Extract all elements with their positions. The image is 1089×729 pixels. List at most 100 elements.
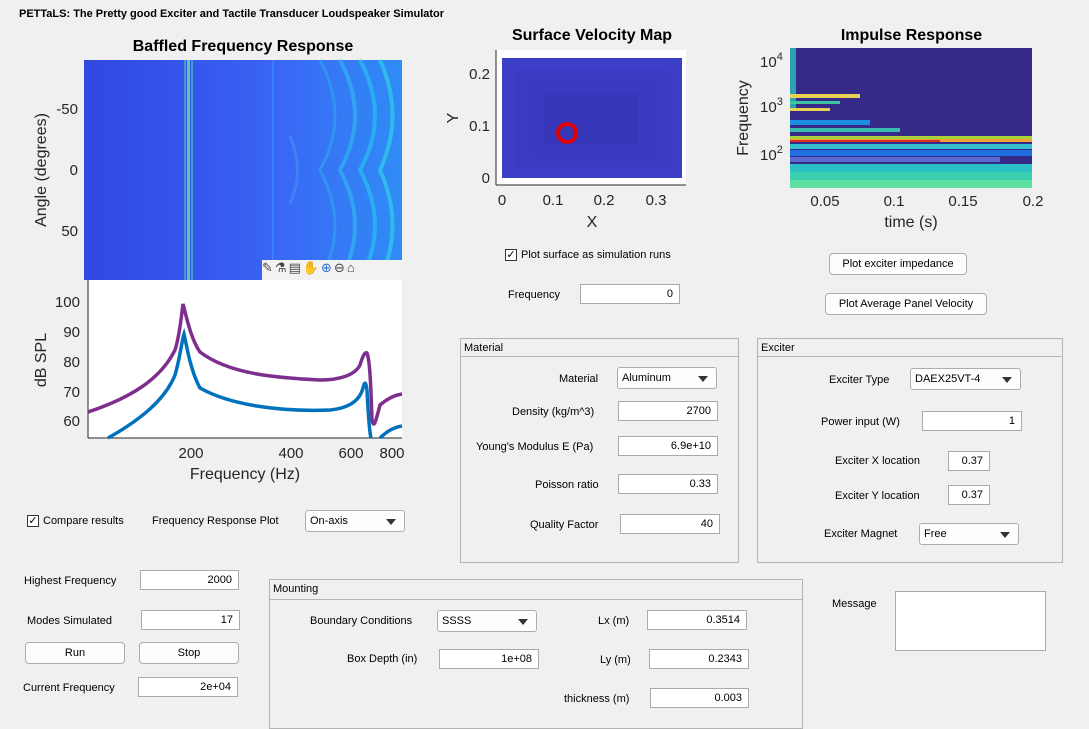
- impulse-ytick: 104: [760, 51, 783, 71]
- surface-plot-title: Surface Velocity Map: [511, 27, 673, 44]
- home-icon[interactable]: ⌂: [346, 260, 357, 275]
- message-label: Message: [832, 598, 877, 610]
- impulse-ytick: 102: [760, 144, 783, 164]
- chevron-down-icon: [518, 619, 528, 625]
- spl-ytick: 80: [63, 354, 80, 371]
- impulse-plot-title: Impulse Response: [840, 27, 983, 44]
- compare-results-label: Compare results: [43, 515, 124, 527]
- surface-velocity-plot[interactable]: 0.2 0.1 0 0 0.1 0.2 0.3 X Y: [440, 50, 700, 235]
- power-input-label: Power input (W): [821, 416, 900, 428]
- freq-response-plot-value: On-axis: [310, 515, 348, 527]
- youngs-modulus-field[interactable]: 6.9e+10: [618, 436, 718, 456]
- highest-frequency-field[interactable]: 2000: [140, 570, 239, 590]
- axes-toolbar: ✎⚗▤✋⊕⊖⌂: [262, 260, 402, 280]
- baffled-ytick: 50: [61, 223, 78, 240]
- density-field[interactable]: 2700: [618, 401, 718, 421]
- exciter-panel: Exciter: [757, 338, 1063, 563]
- surface-xtick: 0.2: [594, 192, 615, 209]
- baffled-plot-title: Baffled Frequency Response: [132, 38, 354, 55]
- baffled-heatmap[interactable]: -50 0 50 Angle (degrees): [20, 56, 410, 281]
- exciter-magnet-dropdown[interactable]: Free: [919, 523, 1019, 545]
- density-label: Density (kg/m^3): [512, 406, 595, 418]
- exciter-type-value: DAEX25VT-4: [915, 373, 981, 385]
- compare-results-checkbox[interactable]: ✓: [27, 515, 39, 527]
- impulse-xtick: 0.2: [1023, 193, 1044, 210]
- ly-label: Ly (m): [600, 654, 631, 666]
- surface-ytick: 0.1: [469, 118, 490, 135]
- exciter-y-label: Exciter Y location: [835, 490, 920, 502]
- surface-ylabel: Y: [445, 112, 462, 123]
- boundary-conditions-dropdown[interactable]: SSSS: [437, 610, 537, 632]
- poisson-ratio-label: Poisson ratio: [535, 479, 599, 491]
- spl-plot[interactable]: 100 90 80 70 60 200 400 600 800 Frequenc…: [20, 280, 415, 485]
- mounting-panel-title: Mounting: [273, 583, 319, 595]
- youngs-modulus-label: Young's Modulus E (Pa): [476, 441, 594, 453]
- stop-button[interactable]: Stop: [139, 642, 239, 664]
- freq-response-plot-label: Frequency Response Plot: [152, 515, 279, 527]
- zoom-in-icon[interactable]: ⊕: [321, 260, 334, 275]
- impulse-xtick: 0.05: [810, 193, 839, 210]
- plot-exciter-impedance-button[interactable]: Plot exciter impedance: [829, 253, 967, 275]
- pan-icon[interactable]: ✋: [302, 260, 322, 275]
- surface-xtick: 0.3: [646, 192, 667, 209]
- exciter-x-field[interactable]: 0.37: [948, 451, 990, 471]
- chevron-down-icon: [698, 376, 708, 382]
- boundary-conditions-label: Boundary Conditions: [310, 615, 413, 627]
- chevron-down-icon: [1000, 532, 1010, 538]
- frequency-field[interactable]: 0: [580, 284, 680, 304]
- spl-xtick: 800: [379, 445, 404, 462]
- material-panel-title: Material: [464, 342, 504, 354]
- exciter-y-field[interactable]: 0.37: [948, 485, 990, 505]
- save-icon[interactable]: ▤: [288, 260, 303, 275]
- material-label: Material: [559, 373, 599, 385]
- lx-field[interactable]: 0.3514: [647, 610, 747, 630]
- surface-xtick: 0.1: [543, 192, 564, 209]
- current-frequency-field[interactable]: 2e+04: [138, 677, 238, 697]
- impulse-xlabel: time (s): [884, 214, 937, 231]
- brush-icon[interactable]: ✎: [262, 260, 275, 275]
- run-button[interactable]: Run: [25, 642, 125, 664]
- ly-field[interactable]: 0.2343: [649, 649, 749, 669]
- box-depth-label: Box Depth (in): [347, 653, 418, 665]
- exciter-magnet-label: Exciter Magnet: [824, 528, 898, 540]
- spl-ytick: 70: [63, 384, 80, 401]
- modes-simulated-field[interactable]: 17: [141, 610, 240, 630]
- material-dropdown[interactable]: Aluminum: [617, 367, 717, 389]
- zoom-out-icon[interactable]: ⊖: [333, 260, 347, 275]
- current-frequency-label: Current Frequency: [23, 682, 115, 694]
- exciter-type-label: Exciter Type: [829, 374, 890, 386]
- spl-xtick: 600: [338, 445, 363, 462]
- quality-factor-field[interactable]: 40: [620, 514, 720, 534]
- message-box[interactable]: [895, 591, 1046, 651]
- box-depth-field[interactable]: 1e+08: [439, 649, 539, 669]
- poisson-ratio-field[interactable]: 0.33: [618, 474, 718, 494]
- thickness-field[interactable]: 0.003: [650, 688, 749, 708]
- surface-ytick: 0.2: [469, 66, 490, 83]
- boundary-conditions-value: SSSS: [442, 615, 472, 627]
- baffled-ytick: -50: [56, 101, 78, 118]
- material-panel: Material: [460, 338, 739, 563]
- impulse-xtick: 0.1: [884, 193, 905, 210]
- app-title: PETTaLS: The Pretty good Exciter and Tac…: [19, 8, 445, 20]
- impulse-response-plot[interactable]: 0.2 0.05 0.1 0.15 time (s) 104 103 102 F…: [728, 46, 1068, 236]
- plot-average-panel-velocity-button[interactable]: Plot Average Panel Velocity: [825, 293, 987, 315]
- plot-surface-checkbox[interactable]: ✓: [505, 249, 517, 261]
- exciter-marker: [556, 122, 578, 144]
- spl-xtick: 200: [178, 445, 203, 462]
- impulse-ylabel: Frequency: [735, 80, 752, 156]
- baffled-ytick: 0: [70, 162, 78, 179]
- exciter-type-dropdown[interactable]: DAEX25VT-4: [910, 368, 1021, 390]
- spl-ylabel: dB SPL: [33, 333, 50, 387]
- surface-xlabel: X: [587, 214, 598, 231]
- data-tip-icon[interactable]: ⚗: [274, 260, 289, 275]
- exciter-panel-title: Exciter: [761, 342, 795, 354]
- power-input-field[interactable]: 1: [922, 411, 1022, 431]
- spl-ytick: 60: [63, 413, 80, 430]
- quality-factor-label: Quality Factor: [530, 519, 599, 531]
- highest-frequency-label: Highest Frequency: [24, 575, 117, 587]
- modes-simulated-label: Modes Simulated: [27, 615, 112, 627]
- exciter-x-label: Exciter X location: [835, 455, 920, 467]
- freq-response-plot-dropdown[interactable]: On-axis: [305, 510, 405, 532]
- material-dropdown-value: Aluminum: [622, 372, 671, 384]
- spl-ytick: 100: [55, 294, 80, 311]
